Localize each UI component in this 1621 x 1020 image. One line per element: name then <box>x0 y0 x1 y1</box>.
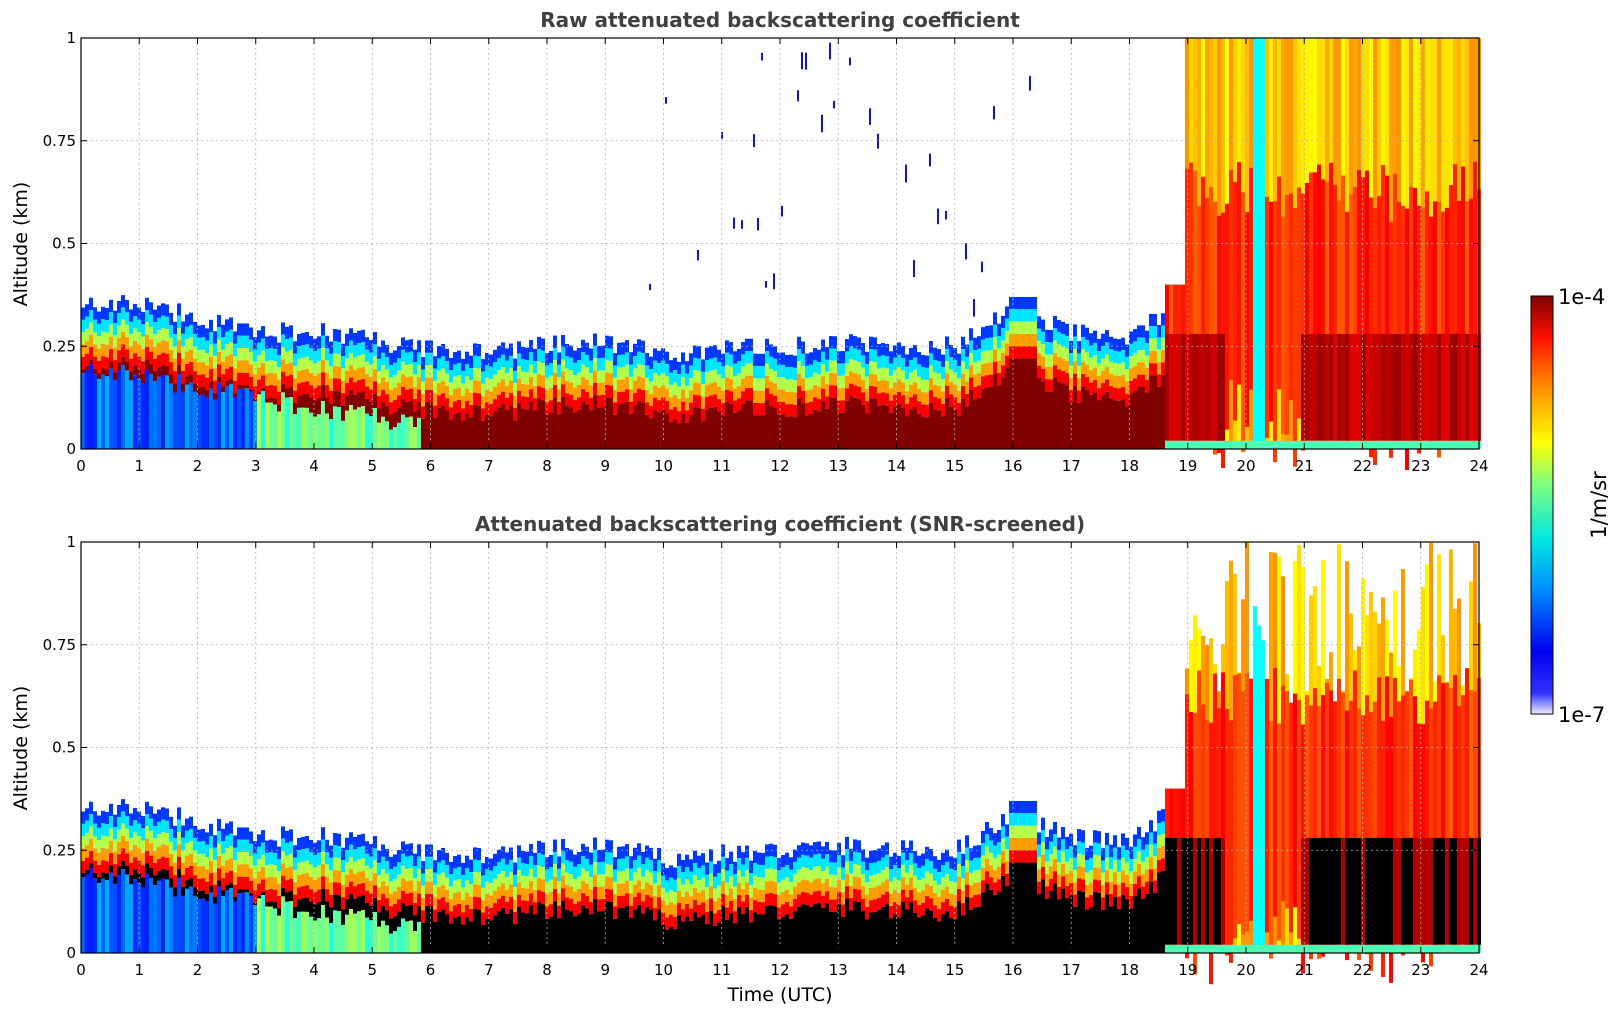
raw-x-tick-5: 5 <box>367 457 377 475</box>
raw-x-tick-4: 4 <box>309 457 319 475</box>
screened-y-tick-labels: 0 0.25 0.5 0.75 1 <box>43 533 76 962</box>
screened-y-tick-0: 0 <box>66 944 76 962</box>
screened-x-tick-7: 7 <box>484 961 494 979</box>
raw-x-tick-10: 10 <box>654 457 673 475</box>
screened-x-tick-5: 5 <box>367 961 377 979</box>
raw-y-tick-0.75: 0.75 <box>43 132 76 150</box>
raw-tick-marks <box>80 37 1480 450</box>
screened-x-tick-16: 16 <box>1003 961 1022 979</box>
raw-x-tick-21: 21 <box>1295 457 1314 475</box>
x-axis-label: Time (UTC) <box>726 984 832 1006</box>
screened-x-tick-12: 12 <box>770 961 789 979</box>
screened-y-tick-1: 1 <box>66 533 76 551</box>
screened-x-tick-22: 22 <box>1353 961 1372 979</box>
raw-backscatter-panel: Raw attenuated backscattering coefficien… <box>10 8 1489 475</box>
colorbar-min-label: 1e-7 <box>1558 703 1605 727</box>
raw-x-tick-11: 11 <box>712 457 731 475</box>
raw-x-tick-15: 15 <box>945 457 964 475</box>
screened-x-tick-10: 10 <box>654 961 673 979</box>
raw-x-tick-labels: 0 1 2 3 4 5 6 7 8 9 10 11 12 13 14 15 16 17 18 19 20 21 22 23 24 <box>76 457 1488 475</box>
raw-x-tick-22: 22 <box>1353 457 1372 475</box>
screened-x-tick-14: 14 <box>887 961 906 979</box>
screened-x-tick-1: 1 <box>134 961 144 979</box>
colorbar-gradient <box>1530 295 1554 715</box>
screened-x-tick-19: 19 <box>1178 961 1197 979</box>
screened-x-tick-21: 21 <box>1295 961 1314 979</box>
screened-x-tick-15: 15 <box>945 961 964 979</box>
raw-x-tick-6: 6 <box>426 457 436 475</box>
screened-x-tick-2: 2 <box>193 961 203 979</box>
raw-x-tick-18: 18 <box>1120 457 1139 475</box>
screened-x-tick-6: 6 <box>426 961 436 979</box>
screened-x-tick-17: 17 <box>1062 961 1081 979</box>
raw-heatmap-data <box>81 38 1481 471</box>
raw-y-axis-label: Altitude (km) <box>10 182 32 307</box>
raw-y-tick-0.25: 0.25 <box>43 337 76 355</box>
raw-x-tick-2: 2 <box>193 457 203 475</box>
raw-y-tick-labels: 0 0.25 0.5 0.75 1 <box>43 29 76 458</box>
raw-x-tick-3: 3 <box>251 457 261 475</box>
screened-x-tick-13: 13 <box>829 961 848 979</box>
raw-x-tick-24: 24 <box>1469 457 1488 475</box>
colorbar: 1e-4 1e-7 1/m/sr <box>1530 285 1611 727</box>
colorbar-max-label: 1e-4 <box>1558 285 1605 309</box>
screened-x-tick-labels: 0 1 2 3 4 5 6 7 8 9 10 11 12 13 14 15 16 17 18 19 20 21 22 23 24 <box>76 961 1488 979</box>
screened-y-tick-0.75: 0.75 <box>43 636 76 654</box>
screened-y-tick-0.25: 0.25 <box>43 841 76 859</box>
raw-x-tick-23: 23 <box>1411 457 1430 475</box>
raw-x-tick-9: 9 <box>600 457 610 475</box>
raw-y-tick-1: 1 <box>66 29 76 47</box>
raw-x-tick-16: 16 <box>1003 457 1022 475</box>
raw-x-tick-19: 19 <box>1178 457 1197 475</box>
screened-heatmap-data <box>81 542 1481 985</box>
screened-backscatter-panel: Attenuated backscattering coefficient (S… <box>10 512 1489 1006</box>
raw-panel-title: Raw attenuated backscattering coefficien… <box>540 8 1020 32</box>
raw-y-tick-0: 0 <box>66 440 76 458</box>
raw-x-tick-14: 14 <box>887 457 906 475</box>
screened-x-tick-4: 4 <box>309 961 319 979</box>
colorbar-unit-label: 1/m/sr <box>1587 471 1611 539</box>
screened-x-tick-23: 23 <box>1411 961 1430 979</box>
raw-x-tick-0: 0 <box>76 457 86 475</box>
screened-x-tick-8: 8 <box>542 961 552 979</box>
screened-x-tick-9: 9 <box>600 961 610 979</box>
screened-x-tick-20: 20 <box>1236 961 1255 979</box>
screened-x-tick-11: 11 <box>712 961 731 979</box>
raw-x-tick-7: 7 <box>484 457 494 475</box>
raw-x-tick-17: 17 <box>1062 457 1081 475</box>
screened-y-tick-0.5: 0.5 <box>52 739 76 757</box>
screened-x-tick-0: 0 <box>76 961 86 979</box>
raw-y-tick-0.5: 0.5 <box>52 235 76 253</box>
raw-x-tick-12: 12 <box>770 457 789 475</box>
screened-tick-marks <box>80 541 1480 954</box>
raw-x-tick-8: 8 <box>542 457 552 475</box>
screened-panel-title: Attenuated backscattering coefficient (S… <box>475 512 1085 536</box>
screened-gridlines <box>81 542 1479 953</box>
raw-x-tick-1: 1 <box>134 457 144 475</box>
screened-y-axis-label: Altitude (km) <box>10 686 32 811</box>
raw-x-tick-20: 20 <box>1236 457 1255 475</box>
screened-x-tick-3: 3 <box>251 961 261 979</box>
screened-x-tick-18: 18 <box>1120 961 1139 979</box>
screened-x-tick-24: 24 <box>1469 961 1488 979</box>
raw-x-tick-13: 13 <box>829 457 848 475</box>
raw-gridlines <box>81 38 1479 449</box>
